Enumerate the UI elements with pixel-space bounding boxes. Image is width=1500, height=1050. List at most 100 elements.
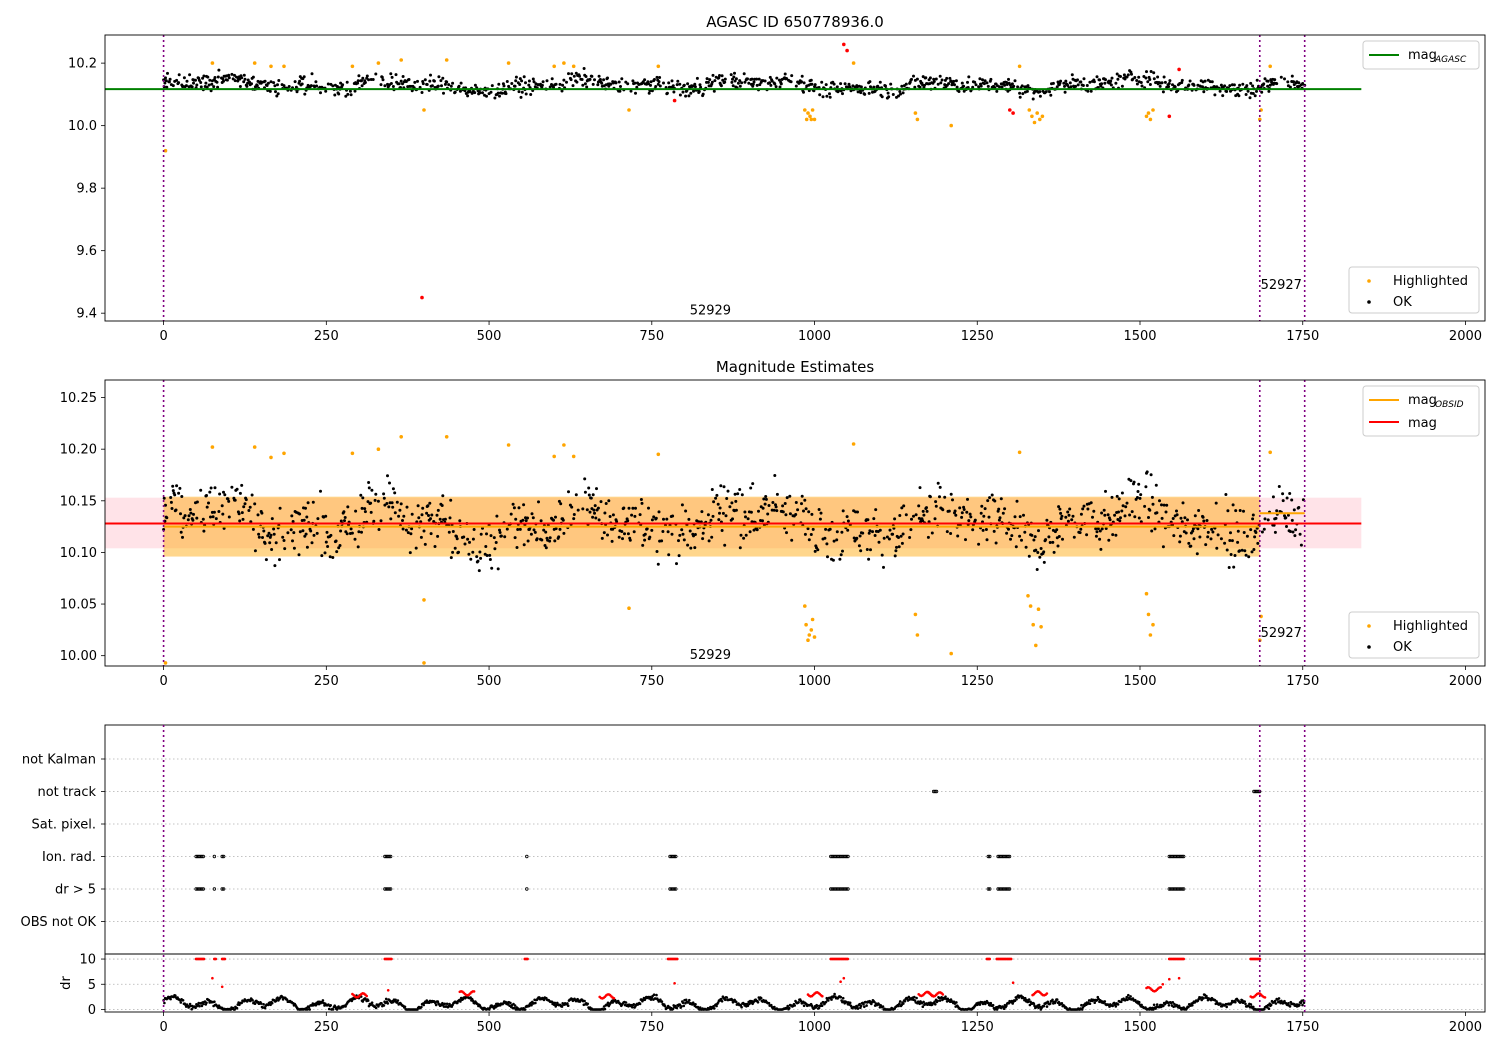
ok-point bbox=[1301, 82, 1305, 85]
ok-point bbox=[1034, 548, 1038, 552]
ok-point bbox=[670, 79, 674, 83]
highlighted-point bbox=[627, 108, 631, 112]
ok-point bbox=[245, 84, 249, 88]
dr-point bbox=[856, 1007, 860, 1010]
ok-point bbox=[764, 495, 768, 498]
ok-point bbox=[467, 552, 471, 556]
ok-point bbox=[348, 89, 352, 93]
ok-point bbox=[498, 528, 501, 532]
ok-point bbox=[517, 90, 521, 94]
ok-point bbox=[1136, 490, 1140, 493]
dr-point bbox=[259, 1002, 263, 1005]
ok-point bbox=[249, 520, 253, 524]
dr-point bbox=[913, 995, 916, 999]
ok-point bbox=[1187, 83, 1191, 87]
ok-point bbox=[1284, 516, 1288, 520]
ok-point bbox=[1148, 83, 1152, 86]
ok-point bbox=[955, 85, 959, 89]
ok-point bbox=[1253, 535, 1257, 539]
ok-point bbox=[900, 84, 904, 88]
ok-point bbox=[1117, 510, 1120, 514]
ok-point bbox=[423, 78, 427, 82]
ok-point bbox=[1155, 511, 1159, 515]
dr-point bbox=[240, 1001, 243, 1005]
y-tick-label: 10.00 bbox=[60, 649, 97, 664]
dr-point bbox=[534, 1001, 537, 1005]
ok-point bbox=[346, 505, 350, 509]
ok-point bbox=[643, 538, 647, 542]
ok-point bbox=[205, 85, 209, 89]
ok-point bbox=[1042, 560, 1046, 564]
highlighted-point bbox=[1148, 633, 1153, 637]
flag-point bbox=[200, 887, 204, 891]
ok-point bbox=[910, 77, 913, 81]
ok-point bbox=[859, 85, 863, 89]
ok-point bbox=[273, 84, 277, 88]
ok-point bbox=[615, 520, 619, 523]
ok-point bbox=[1160, 516, 1164, 520]
highlighted-point bbox=[422, 598, 426, 602]
ok-point bbox=[707, 539, 711, 543]
ok-point bbox=[432, 520, 436, 523]
ok-point bbox=[1089, 89, 1093, 93]
ok-point bbox=[705, 77, 709, 81]
dr-point bbox=[663, 1004, 667, 1008]
ok-point bbox=[269, 533, 273, 537]
ok-point bbox=[778, 85, 782, 89]
dr-point bbox=[740, 1005, 743, 1009]
ok-point bbox=[869, 85, 872, 89]
ok-point bbox=[1216, 533, 1220, 537]
highlighted-point bbox=[1038, 117, 1042, 122]
highlighted-point bbox=[949, 651, 953, 656]
dr-point bbox=[1129, 995, 1132, 998]
dr-point bbox=[797, 1001, 800, 1004]
ok-point bbox=[622, 506, 626, 510]
ok-point bbox=[794, 501, 798, 504]
highlighted-point bbox=[949, 123, 953, 128]
ok-point bbox=[274, 541, 278, 545]
highlighted-point bbox=[806, 638, 810, 642]
ok-point bbox=[227, 73, 231, 77]
dr-point bbox=[194, 1006, 197, 1010]
ok-point bbox=[164, 79, 168, 83]
dr-point-red bbox=[1011, 981, 1015, 984]
ok-point bbox=[268, 541, 272, 545]
ok-point bbox=[509, 512, 513, 516]
dr-point bbox=[459, 1000, 462, 1003]
ok-point bbox=[820, 80, 824, 84]
ok-point bbox=[562, 78, 566, 82]
ok-point bbox=[1059, 511, 1063, 515]
ok-point bbox=[960, 81, 964, 85]
ok-point bbox=[823, 536, 827, 540]
dr-point bbox=[897, 1004, 900, 1008]
ok-point bbox=[275, 94, 279, 98]
highlighted-point bbox=[163, 148, 168, 153]
highlighted-point bbox=[656, 64, 661, 69]
ok-point bbox=[1286, 80, 1290, 84]
ok-point bbox=[1122, 73, 1126, 77]
ok-point bbox=[343, 519, 346, 523]
ok-point bbox=[731, 77, 734, 81]
dr-point bbox=[938, 999, 942, 1002]
x-tick-label: 1750 bbox=[1286, 329, 1319, 344]
ok-point bbox=[891, 93, 895, 96]
dr-point bbox=[1125, 995, 1128, 999]
ok-point bbox=[667, 81, 671, 85]
ok-point bbox=[395, 500, 399, 504]
ok-point bbox=[548, 539, 552, 543]
ok-point bbox=[363, 510, 367, 514]
ok-point bbox=[693, 82, 697, 86]
ok-point bbox=[439, 79, 443, 83]
ok-point bbox=[253, 549, 257, 553]
ok-point bbox=[602, 531, 606, 535]
ok-point bbox=[596, 506, 600, 510]
ok-point bbox=[779, 82, 783, 86]
ok-point bbox=[630, 513, 634, 517]
highlighted-point bbox=[1011, 111, 1015, 115]
ok-point bbox=[1183, 516, 1187, 520]
ok-point bbox=[839, 82, 843, 86]
ok-point bbox=[1231, 503, 1235, 507]
ok-point bbox=[682, 538, 686, 542]
dr-point-red bbox=[1161, 983, 1165, 986]
ok-point bbox=[803, 498, 807, 502]
